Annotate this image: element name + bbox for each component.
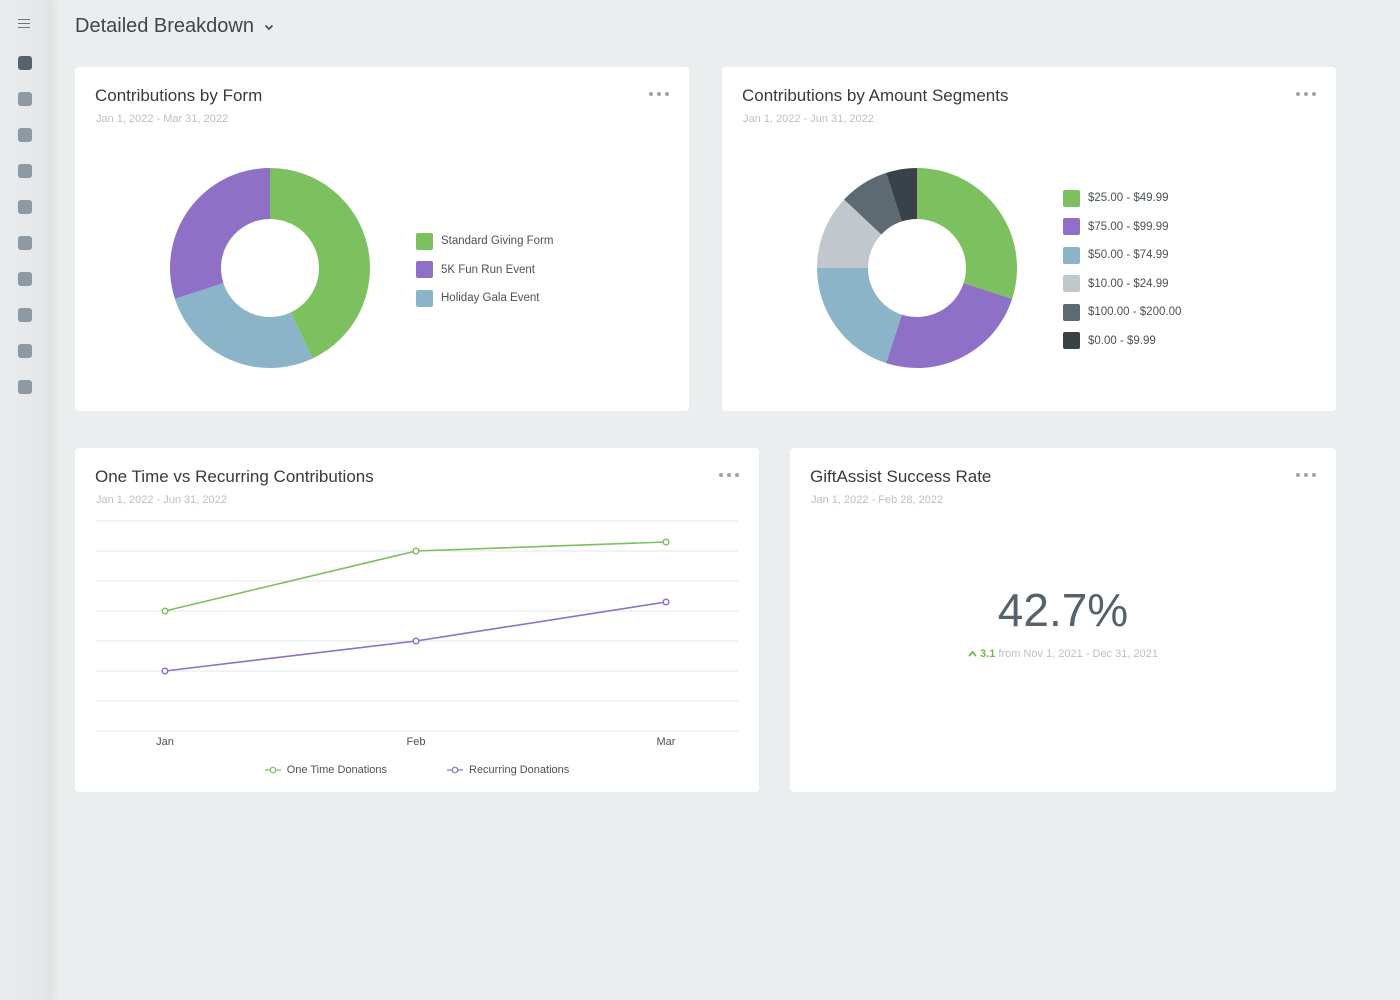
data-point[interactable]	[662, 538, 670, 546]
legend-swatch	[416, 232, 433, 250]
one-time-vs-recurring-card: One Time vs Recurring Contributions Jan …	[75, 448, 759, 792]
square-icon[interactable]	[18, 380, 32, 394]
data-point[interactable]	[412, 547, 420, 555]
data-point[interactable]	[412, 637, 420, 645]
x-tick-label: Feb	[407, 736, 426, 748]
chart-legend: $25.00 - $49.99 $75.00 - $99.99 $50.00 - $…	[1063, 184, 1181, 355]
legend-marker-icon	[264, 766, 281, 774]
square-icon[interactable]	[18, 272, 32, 286]
data-point[interactable]	[662, 598, 670, 606]
series-line	[164, 601, 667, 672]
pie-slice[interactable]	[886, 283, 1013, 368]
legend-item[interactable]: $100.00 - $200.00	[1063, 298, 1181, 327]
square-icon[interactable]	[18, 92, 32, 106]
legend-item[interactable]: 5K Fun Run Event	[416, 256, 554, 285]
legend-swatch	[1063, 246, 1080, 264]
legend-swatch	[1063, 275, 1080, 293]
page-title-dropdown[interactable]: Detailed Breakdown	[75, 15, 276, 38]
legend-label: $75.00 - $99.99	[1088, 220, 1169, 233]
line-chart: Jan Feb Mar	[96, 520, 738, 748]
card-title: GiftAssist Success Rate	[810, 467, 992, 486]
donut-chart-amount	[817, 168, 1017, 368]
legend-item[interactable]: $50.00 - $74.99	[1063, 241, 1181, 270]
card-date-range: Jan 1, 2022 - Jun 31, 2022	[743, 113, 874, 125]
legend-swatch	[416, 289, 433, 307]
sidebar	[0, 0, 52, 1000]
square-icon[interactable]	[18, 128, 32, 142]
data-point[interactable]	[161, 607, 169, 615]
x-tick-label: Mar	[657, 736, 676, 748]
legend-label: $0.00 - $9.99	[1088, 334, 1156, 347]
legend-item[interactable]: $0.00 - $9.99	[1063, 327, 1181, 356]
x-tick-label: Jan	[156, 736, 174, 748]
contributions-by-amount-card: Contributions by Amount Segments Jan 1, …	[722, 67, 1336, 411]
page-title: Detailed Breakdown	[75, 15, 254, 37]
legend-item[interactable]: Standard Giving Form	[416, 227, 554, 256]
legend-label: $25.00 - $49.99	[1088, 192, 1169, 205]
legend-swatch	[1063, 189, 1080, 207]
card-title: One Time vs Recurring Contributions	[95, 467, 374, 486]
card-title: Contributions by Amount Segments	[742, 86, 1009, 105]
hamburger-menu-icon[interactable]	[18, 16, 34, 30]
legend-marker-icon	[447, 766, 463, 774]
square-icon[interactable]	[18, 236, 32, 250]
legend-label: $100.00 - $200.00	[1088, 306, 1182, 319]
pie-slice[interactable]	[174, 283, 313, 368]
pie-slice[interactable]	[886, 168, 917, 222]
pie-slice[interactable]	[270, 168, 370, 359]
change-value: 3.1	[980, 648, 996, 660]
square-icon[interactable]	[18, 56, 32, 70]
legend-label: $10.00 - $24.99	[1088, 277, 1169, 290]
legend-item[interactable]: $10.00 - $24.99	[1063, 270, 1181, 299]
card-title: Contributions by Form	[95, 86, 263, 105]
pie-slice[interactable]	[844, 172, 902, 235]
card-date-range: Jan 1, 2022 - Feb 28, 2022	[811, 494, 944, 506]
square-icon[interactable]	[18, 344, 32, 358]
pie-slice[interactable]	[170, 168, 270, 299]
success-rate-change: 3.1 from Nov 1, 2021 - Dec 31, 2021	[790, 648, 1336, 660]
donut-chart-form	[170, 168, 370, 368]
more-options-icon[interactable]	[649, 87, 669, 101]
legend-label: One Time Donations	[286, 764, 387, 776]
square-icon[interactable]	[18, 308, 32, 322]
square-icon[interactable]	[18, 200, 32, 214]
more-options-icon[interactable]	[719, 468, 739, 482]
legend-swatch	[1063, 218, 1080, 236]
legend-item[interactable]: Recurring Donations	[447, 764, 569, 776]
contributions-by-form-card: Contributions by Form Jan 1, 2022 - Mar …	[75, 67, 689, 411]
chart-legend: One Time Donations Recurring Donations	[75, 764, 759, 776]
pie-slice[interactable]	[917, 168, 1017, 299]
pie-slice[interactable]	[817, 268, 902, 364]
legend-label: 5K Fun Run Event	[441, 263, 535, 276]
legend-swatch	[1063, 303, 1080, 321]
legend-swatch	[1063, 332, 1080, 350]
legend-label: Recurring Donations	[469, 764, 570, 776]
legend-item[interactable]: Holiday Gala Event	[416, 284, 554, 313]
legend-label: Standard Giving Form	[441, 235, 554, 248]
giftassist-success-rate-card: GiftAssist Success Rate Jan 1, 2022 - Fe…	[790, 448, 1336, 792]
more-options-icon[interactable]	[1296, 87, 1316, 101]
legend-item[interactable]: $25.00 - $49.99	[1063, 184, 1181, 213]
legend-label: Holiday Gala Event	[441, 292, 540, 305]
square-icon[interactable]	[18, 164, 32, 178]
legend-label: $50.00 - $74.99	[1088, 249, 1169, 262]
legend-item[interactable]: One Time Donations	[264, 764, 387, 776]
success-rate-value: 42.7%	[997, 584, 1129, 636]
arrow-up-icon	[968, 650, 977, 657]
pie-slice[interactable]	[817, 199, 882, 268]
legend-item[interactable]: $75.00 - $99.99	[1063, 213, 1181, 242]
comparison-period: from Nov 1, 2021 - Dec 31, 2021	[998, 648, 1158, 660]
card-date-range: Jan 1, 2022 - Jun 31, 2022	[96, 494, 227, 506]
more-options-icon[interactable]	[1296, 468, 1316, 482]
chart-legend: Standard Giving Form 5K Fun Run Event Holi…	[416, 227, 554, 313]
chevron-down-icon	[264, 24, 274, 30]
legend-swatch	[416, 261, 433, 279]
card-date-range: Jan 1, 2022 - Mar 31, 2022	[96, 113, 229, 125]
data-point[interactable]	[161, 667, 169, 675]
